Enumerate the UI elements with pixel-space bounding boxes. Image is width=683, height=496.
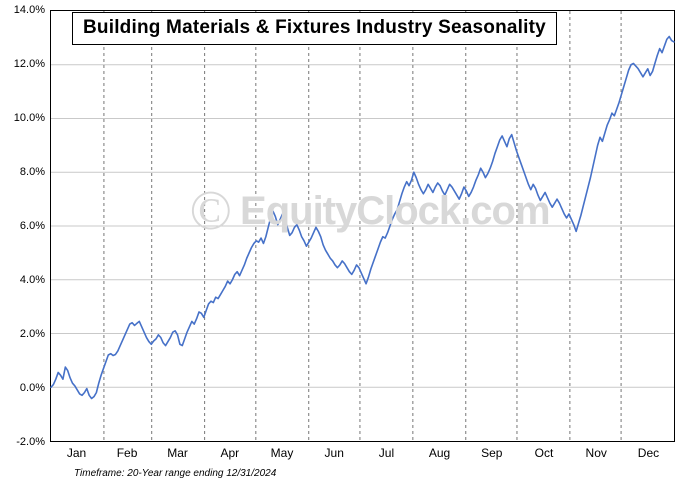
y-axis-tick-label: 6.0% — [19, 220, 45, 232]
x-axis-tick-label: Jan — [66, 446, 87, 460]
chart-subtitle: Timeframe: 20-Year range ending 12/31/20… — [74, 468, 277, 479]
x-axis-tick-label: Sep — [481, 446, 503, 460]
x-axis-tick-label: Jul — [378, 446, 395, 460]
x-axis-tick-label: Dec — [637, 446, 660, 460]
x-axis-tick-label: Aug — [428, 446, 451, 460]
y-axis-labels: -2.0% 0.0% 2.0% 4.0% 6.0% 8.0% 10.0% 12.0% 14.0% — [0, 0, 50, 496]
y-axis-tick-label: 2.0% — [19, 328, 45, 340]
x-axis-tick-label: Nov — [585, 446, 607, 460]
x-axis-tick-label: Oct — [534, 446, 554, 460]
x-axis-tick-label: Jun — [324, 446, 344, 460]
x-axis-tick-label: Mar — [167, 446, 188, 460]
x-axis-labels: Jan Feb Mar Apr May Jun Jul Aug Sep Oct Nov Dec — [50, 444, 675, 464]
plot-area — [50, 10, 675, 442]
series-seasonality — [51, 11, 674, 441]
x-axis-tick-label: May — [270, 446, 294, 460]
y-axis-tick-label: 14.0% — [13, 4, 45, 16]
y-axis-tick-label: 12.0% — [13, 58, 45, 70]
y-axis-tick-label: 0.0% — [19, 382, 45, 394]
y-axis-tick-label: 4.0% — [19, 274, 45, 286]
y-axis-tick-label: 10.0% — [13, 112, 45, 124]
y-axis-tick-label: 8.0% — [19, 166, 45, 178]
chart-title: Building Materials & Fixtures Industry S… — [72, 12, 557, 45]
x-axis-tick-label: Apr — [220, 446, 240, 460]
y-axis-tick-label: -2.0% — [16, 436, 45, 448]
grid-layer — [51, 11, 674, 441]
x-axis-tick-label: Feb — [116, 446, 138, 460]
